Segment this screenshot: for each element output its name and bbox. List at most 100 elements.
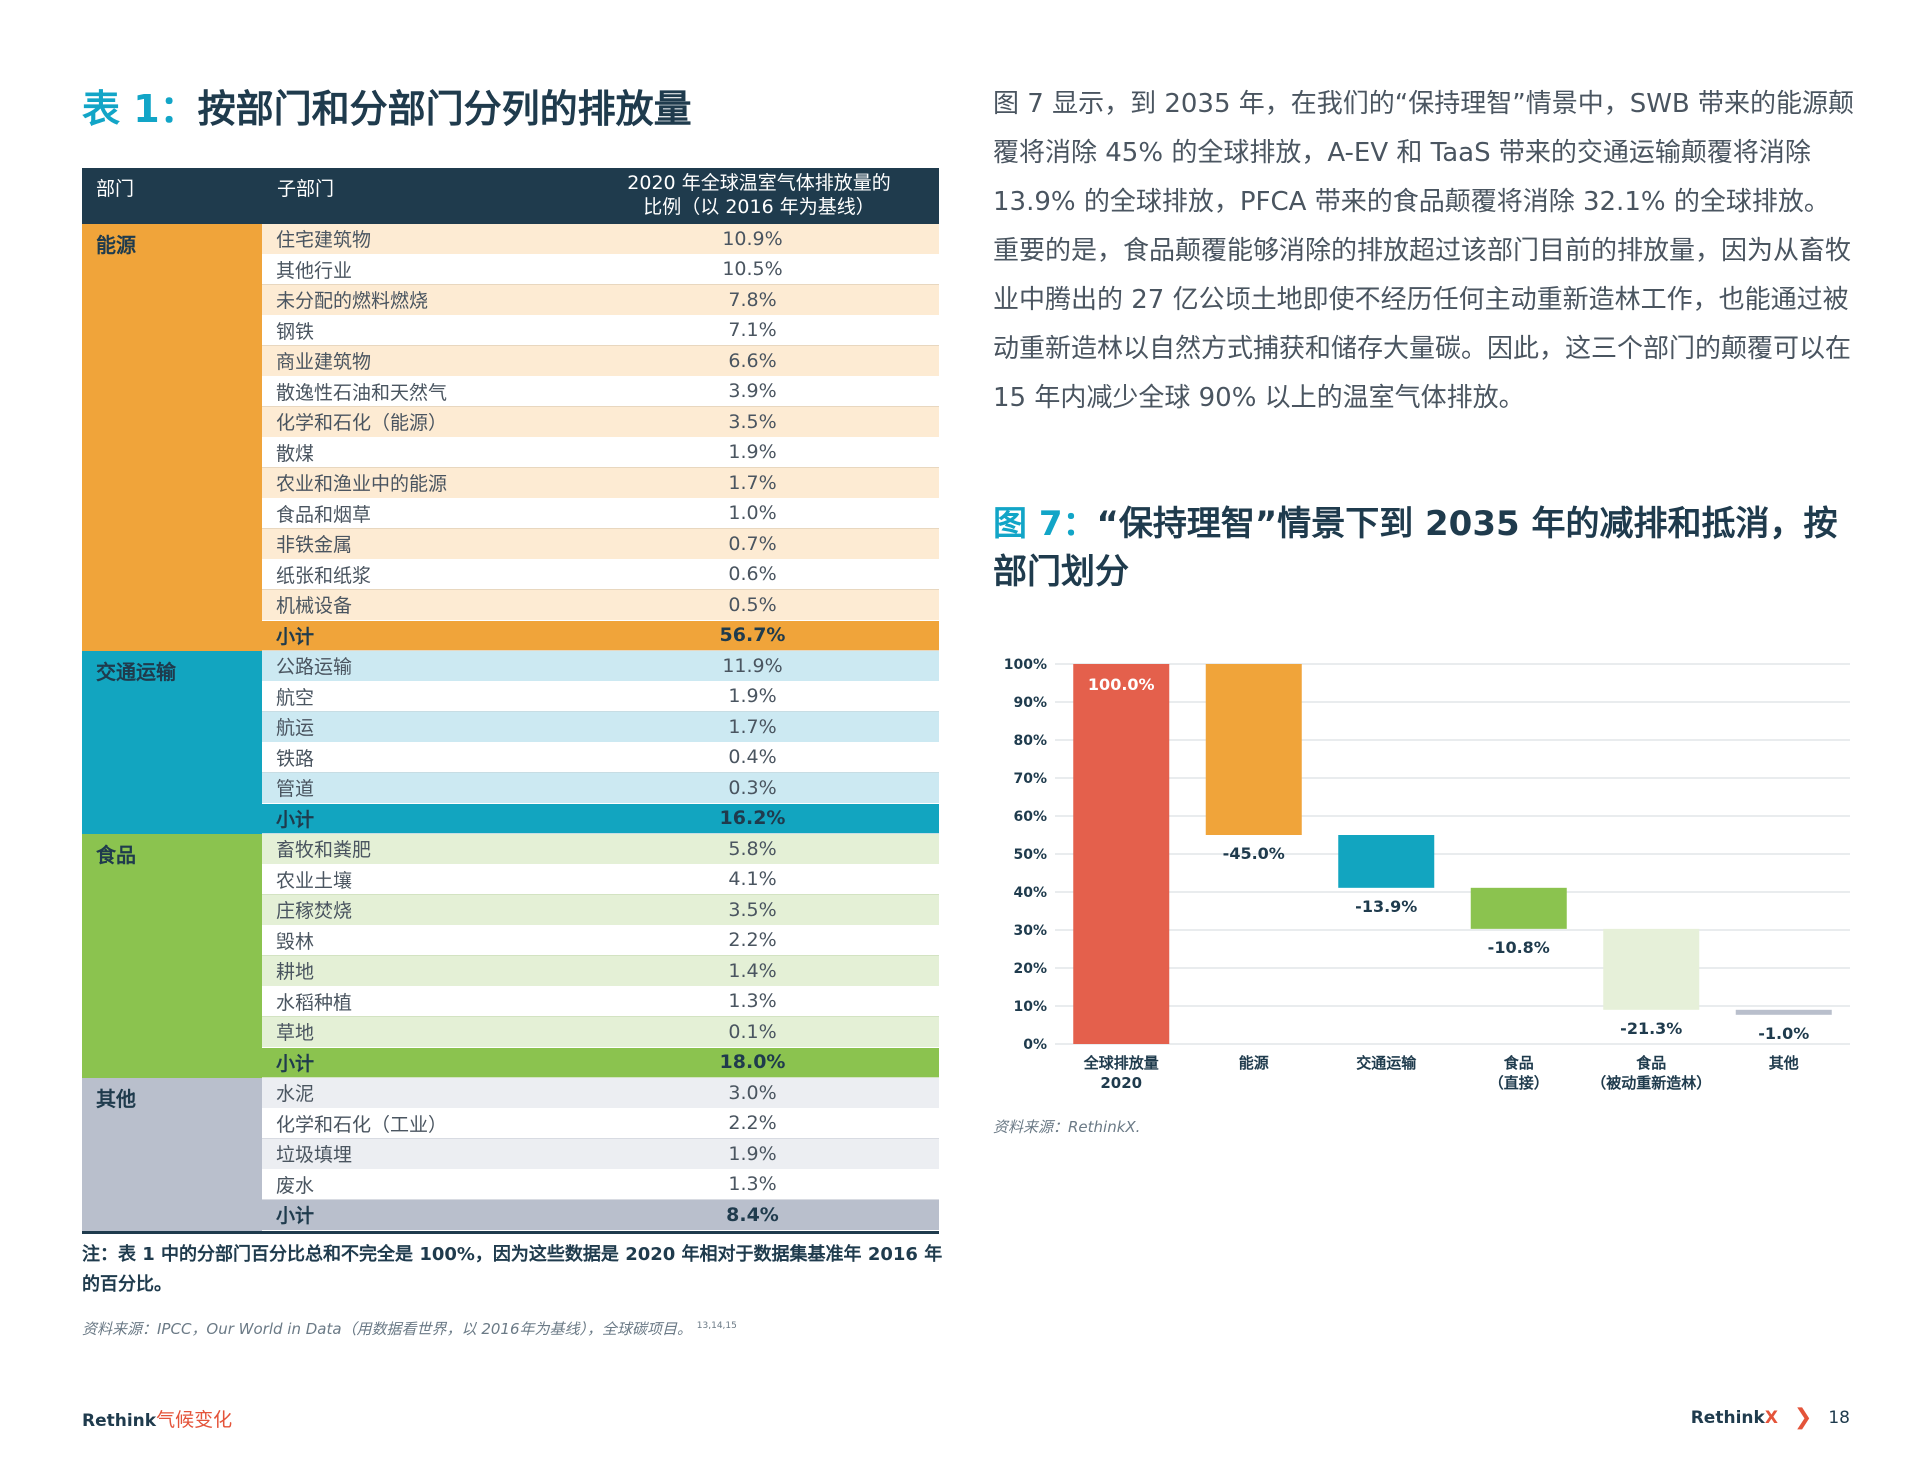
subtotal-value: 16.2% bbox=[719, 807, 786, 830]
subsector-rows: 畜牧和粪肥 5.8% 农业土壤 4.1% 庄稼焚烧 3.5% 毁林 2.2% 耕地 1.4% 水稻种… bbox=[262, 834, 939, 1078]
table-row: 草地 0.1% bbox=[262, 1017, 939, 1048]
subsector-name: 畜牧和粪肥 bbox=[276, 839, 372, 862]
subsector-name: 纸张和纸浆 bbox=[276, 564, 372, 587]
data-label: 100.0% bbox=[1088, 675, 1155, 694]
subsector-value: 3.5% bbox=[728, 410, 777, 433]
subtotal-row: 小计 8.4% bbox=[262, 1200, 939, 1231]
figure-7-title-text: “保持理智”情景下到 2035 年的减排和抵消，按部门划分 bbox=[993, 504, 1838, 592]
subsector-name: 垃圾填埋 bbox=[276, 1144, 353, 1167]
subsector-value: 0.4% bbox=[728, 746, 777, 769]
subtotal-label: 小计 bbox=[276, 1205, 315, 1228]
footer-brand: Rethink气候变化 bbox=[82, 1405, 232, 1432]
table-row: 垃圾填埋 1.9% bbox=[262, 1139, 939, 1170]
category-label: 食品 bbox=[1636, 1054, 1666, 1072]
subsector-name: 水稻种植 bbox=[276, 991, 353, 1014]
table-row: 畜牧和粪肥 5.8% bbox=[262, 834, 939, 865]
subsector-name: 水泥 bbox=[276, 1083, 315, 1106]
table-1-title-lead: 表 1： bbox=[82, 87, 198, 131]
table-group: 交通运输 公路运输 11.9% 航空 1.9% 航运 1.7% 铁路 0.4% 管道 0.3% 小计 1… bbox=[82, 651, 939, 834]
y-tick-label: 70% bbox=[1013, 771, 1047, 787]
subsector-value: 2.2% bbox=[728, 1112, 777, 1135]
table-row: 铁路 0.4% bbox=[262, 742, 939, 773]
header-subsector: 子部门 bbox=[277, 178, 335, 200]
sector-cell: 能源 bbox=[82, 224, 262, 651]
subsector-name: 食品和烟草 bbox=[276, 503, 372, 526]
subtotal-label: 小计 bbox=[276, 808, 315, 831]
body-paragraph: 图 7 显示，到 2035 年，在我们的“保持理智”情景中，SWB 带来的能源颠… bbox=[993, 89, 1855, 413]
chart-bar bbox=[1205, 664, 1302, 835]
footer-page-info: RethinkX ❯ 18 bbox=[1691, 1405, 1850, 1430]
table-source-text: 资料来源：IPCC，Our World in Data（用数据看世界，以 201… bbox=[82, 1320, 693, 1338]
table-source-refs: 13,14,15 bbox=[696, 1321, 737, 1331]
subsector-value: 1.3% bbox=[728, 1173, 777, 1196]
subsector-name: 航运 bbox=[276, 717, 315, 740]
subsector-name: 毁林 bbox=[276, 930, 315, 953]
subsector-rows: 水泥 3.0% 化学和石化（工业） 2.2% 垃圾填埋 1.9% 废水 1.3% 小计 8.4% bbox=[262, 1078, 939, 1231]
figure-7-title: 图 7：“保持理智”情景下到 2035 年的减排和抵消，按部门划分 bbox=[993, 500, 1853, 596]
subsector-value: 2.2% bbox=[728, 929, 777, 952]
category-label: 交通运输 bbox=[1356, 1054, 1417, 1072]
header-share-line1: 2020 年全球温室气体排放量的 bbox=[627, 172, 891, 194]
subsector-value: 3.5% bbox=[728, 898, 777, 921]
table-bottom-rule bbox=[82, 1230, 939, 1234]
subsector-value: 1.9% bbox=[728, 685, 777, 708]
subsector-value: 0.3% bbox=[728, 776, 777, 799]
subsector-value: 1.9% bbox=[728, 441, 777, 464]
subtotal-value: 56.7% bbox=[719, 624, 786, 647]
category-label: 全球排放量 bbox=[1083, 1054, 1159, 1072]
subsector-value: 1.4% bbox=[728, 959, 777, 982]
subtotal-value: 8.4% bbox=[726, 1203, 779, 1226]
subsector-name: 散煤 bbox=[276, 442, 315, 465]
header-share-line2: 比例（以 2016 年为基线） bbox=[643, 196, 875, 218]
subsector-name: 庄稼焚烧 bbox=[276, 900, 353, 923]
subsector-name: 耕地 bbox=[276, 961, 315, 984]
subsector-value: 3.9% bbox=[728, 380, 777, 403]
subtotal-row: 小计 16.2% bbox=[262, 803, 939, 834]
subsector-name: 其他行业 bbox=[276, 259, 353, 282]
category-label: 其他 bbox=[1769, 1054, 1799, 1072]
subsector-name: 化学和石化（工业） bbox=[276, 1113, 448, 1136]
subsector-name: 航空 bbox=[276, 686, 315, 709]
sector-cell: 食品 bbox=[82, 834, 262, 1078]
data-label: -10.8% bbox=[1488, 938, 1550, 957]
subsector-value: 1.3% bbox=[728, 990, 777, 1013]
y-tick-label: 90% bbox=[1013, 695, 1047, 711]
y-tick-label: 80% bbox=[1013, 733, 1047, 749]
y-tick-label: 50% bbox=[1013, 847, 1047, 863]
table-row: 耕地 1.4% bbox=[262, 956, 939, 987]
category-label: 2020 bbox=[1100, 1074, 1142, 1092]
header-share: 2020 年全球温室气体排放量的 比例（以 2016 年为基线） bbox=[609, 171, 909, 219]
table-row: 钢铁 7.1% bbox=[262, 315, 939, 346]
category-label: （被动重新造林） bbox=[1591, 1074, 1711, 1092]
table-row: 公路运输 11.9% bbox=[262, 651, 939, 682]
page-number: 18 bbox=[1828, 1407, 1850, 1428]
table-row: 航空 1.9% bbox=[262, 681, 939, 712]
table-row: 农业和渔业中的能源 1.7% bbox=[262, 468, 939, 499]
table-row: 管道 0.3% bbox=[262, 773, 939, 804]
subsector-name: 草地 bbox=[276, 1022, 315, 1045]
subsector-name: 住宅建筑物 bbox=[276, 229, 372, 252]
subtotal-row: 小计 18.0% bbox=[262, 1047, 939, 1078]
header-sector: 部门 bbox=[96, 178, 135, 200]
table-row: 水稻种植 1.3% bbox=[262, 986, 939, 1017]
table-note: 注：表 1 中的分部门百分比总和不完全是 100%，因为这些数据是 2020 年… bbox=[82, 1244, 943, 1295]
table-row: 未分配的燃料燃烧 7.8% bbox=[262, 285, 939, 316]
table-row: 机械设备 0.5% bbox=[262, 590, 939, 621]
table-row: 庄稼焚烧 3.5% bbox=[262, 895, 939, 926]
table-row: 纸张和纸浆 0.6% bbox=[262, 559, 939, 590]
table-row: 毁林 2.2% bbox=[262, 925, 939, 956]
subsector-name: 化学和石化（能源） bbox=[276, 412, 448, 435]
chart-bar bbox=[1470, 887, 1567, 929]
subtotal-value: 18.0% bbox=[719, 1051, 786, 1074]
subsector-value: 4.1% bbox=[728, 868, 777, 891]
y-tick-label: 30% bbox=[1013, 923, 1047, 939]
data-label: -45.0% bbox=[1223, 844, 1285, 863]
subsector-value: 1.0% bbox=[728, 502, 777, 525]
subsector-name: 公路运输 bbox=[276, 656, 353, 679]
subsector-value: 3.0% bbox=[728, 1081, 777, 1104]
chart-bar bbox=[1073, 664, 1170, 1044]
subsector-value: 1.7% bbox=[728, 471, 777, 494]
subsector-name: 农业和渔业中的能源 bbox=[276, 473, 448, 496]
table-row: 散逸性石油和天然气 3.9% bbox=[262, 376, 939, 407]
subsector-name: 钢铁 bbox=[276, 320, 315, 343]
